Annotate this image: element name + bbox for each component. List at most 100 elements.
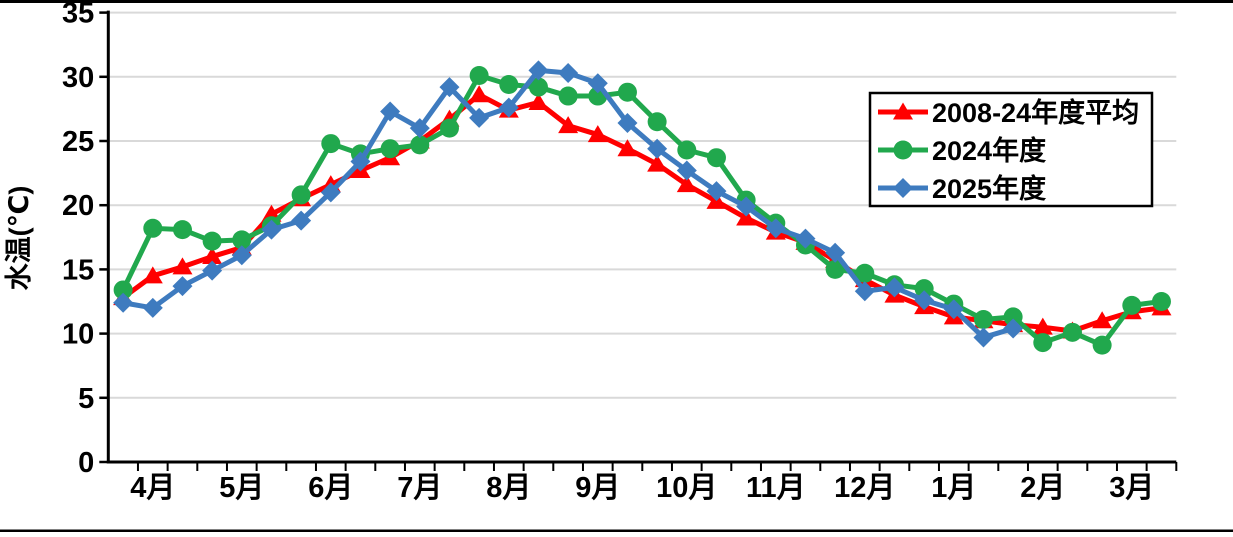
month-label: 7月 — [397, 472, 442, 504]
data-point-marker — [647, 154, 668, 172]
data-point-marker — [1092, 335, 1112, 355]
legend-item: 2024年度 — [878, 135, 1046, 166]
data-point-marker — [706, 148, 726, 168]
month-label: 9月 — [575, 472, 620, 504]
data-point-marker — [617, 139, 638, 157]
data-point-marker — [380, 101, 401, 122]
series-2025 — [113, 60, 1024, 348]
data-point-marker — [558, 62, 579, 83]
data-point-marker — [855, 263, 875, 283]
data-point-marker — [893, 140, 913, 160]
y-tick-label: 35 — [62, 0, 94, 30]
data-point-marker — [825, 242, 846, 263]
data-point-marker — [558, 86, 578, 106]
data-point-marker — [825, 259, 845, 279]
data-point-marker — [202, 231, 222, 251]
data-point-marker — [676, 160, 697, 181]
bottom-border-rule — [0, 529, 1233, 532]
data-point-marker — [736, 196, 757, 217]
data-point-marker — [439, 77, 460, 98]
data-point-marker — [142, 266, 163, 284]
data-point-marker — [291, 210, 312, 231]
y-axis-title: 水温(℃) — [4, 186, 34, 291]
data-point-marker — [558, 116, 579, 134]
data-point-marker — [736, 208, 757, 226]
data-point-marker — [647, 138, 668, 159]
data-point-marker — [528, 60, 549, 81]
data-point-marker — [795, 228, 816, 249]
legend-item: 2025年度 — [878, 173, 1046, 204]
data-point-marker — [647, 112, 667, 132]
data-point-marker — [914, 279, 934, 299]
data-series — [113, 60, 1172, 355]
data-point-marker — [884, 277, 905, 298]
data-point-marker — [469, 66, 489, 86]
month-label: 5月 — [219, 472, 264, 504]
data-point-marker — [232, 230, 252, 250]
data-point-marker — [469, 107, 490, 128]
legend-label: 2008-24年度平均 — [932, 97, 1139, 128]
data-point-marker — [973, 327, 994, 348]
month-label: 8月 — [486, 472, 531, 504]
data-point-marker — [172, 257, 193, 275]
data-point-marker — [1151, 292, 1171, 311]
y-axis-title-text: 水温(℃) — [4, 186, 34, 291]
data-point-marker — [1003, 307, 1023, 327]
data-point-marker — [765, 218, 786, 239]
data-point-marker — [172, 220, 192, 240]
x-axis-month-labels: 4月 5月 6月 7月 8月 9月 10月 11月 12月 1月 2月 3月 — [130, 472, 1154, 504]
month-label: 11月 — [746, 472, 806, 504]
legend-label: 2024年度 — [932, 135, 1046, 166]
data-point-marker — [617, 82, 637, 102]
data-point-marker — [893, 178, 913, 198]
y-tick-label: 5 — [78, 383, 94, 415]
data-point-marker — [854, 281, 875, 302]
data-point-marker — [1122, 295, 1142, 315]
data-point-marker — [587, 125, 608, 143]
y-tick-label: 25 — [62, 126, 94, 158]
data-point-marker — [498, 97, 519, 118]
data-point-marker — [113, 292, 134, 313]
data-point-marker — [202, 247, 223, 265]
top-border-rule — [0, 0, 1233, 3]
data-point-marker — [587, 73, 608, 94]
data-point-marker — [410, 135, 430, 155]
data-point-marker — [469, 85, 490, 103]
month-label: 1月 — [931, 472, 976, 504]
data-point-marker — [499, 75, 519, 95]
y-tick-label: 30 — [62, 62, 94, 94]
data-point-marker — [973, 309, 993, 329]
data-point-marker — [380, 139, 400, 159]
data-point-marker — [113, 280, 133, 300]
data-point-marker — [320, 182, 341, 203]
data-point-marker — [321, 134, 341, 154]
data-point-marker — [231, 245, 252, 266]
data-point-marker — [1062, 322, 1082, 342]
data-point-marker — [1003, 318, 1024, 339]
axes — [99, 10, 1178, 471]
data-point-marker — [914, 290, 935, 311]
y-tick-label: 10 — [62, 319, 94, 351]
data-point-marker — [943, 299, 964, 320]
legend-item: 2008-24年度平均 — [878, 97, 1139, 128]
month-label: 4月 — [130, 472, 175, 504]
data-point-marker — [528, 77, 548, 97]
data-point-marker — [1033, 333, 1053, 353]
data-point-marker — [1092, 311, 1113, 329]
month-label: 2月 — [1020, 472, 1065, 504]
data-point-marker — [142, 297, 163, 318]
data-point-marker — [261, 219, 282, 240]
data-point-marker — [172, 276, 193, 297]
data-point-marker — [617, 113, 638, 134]
month-label: 10月 — [656, 472, 717, 504]
legend: 2008-24年度平均 2024年度 2025年度 — [868, 91, 1154, 208]
data-point-marker — [409, 118, 430, 139]
month-label: 6月 — [308, 472, 353, 504]
data-point-marker — [143, 218, 163, 238]
month-label: 3月 — [1109, 472, 1154, 504]
data-point-marker — [202, 260, 223, 281]
data-point-marker — [893, 102, 913, 120]
